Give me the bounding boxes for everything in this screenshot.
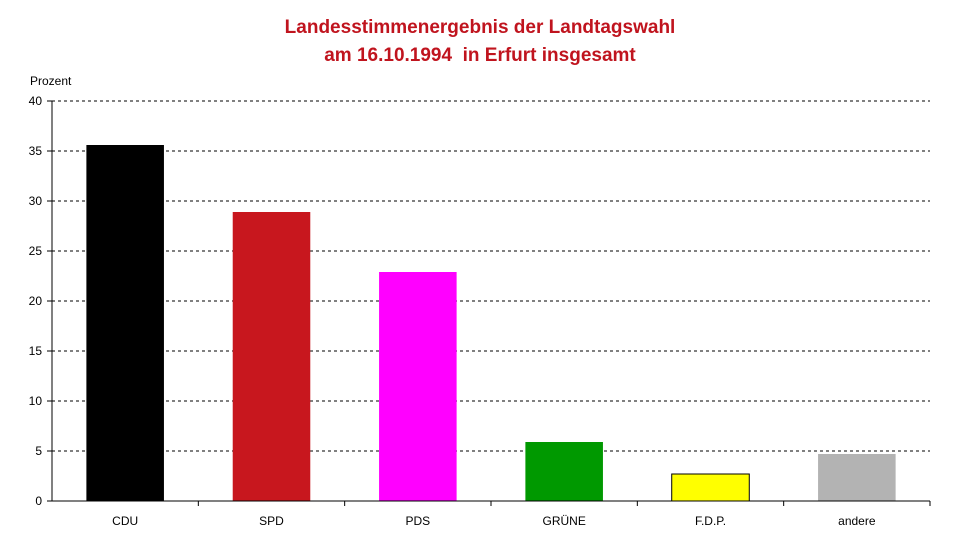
bar-pds bbox=[379, 272, 457, 501]
bar-grüne bbox=[525, 442, 603, 501]
x-tick-label: GRÜNE bbox=[542, 514, 585, 528]
y-tick-label: 40 bbox=[29, 94, 43, 108]
x-tick-label: F.D.P. bbox=[695, 514, 726, 528]
x-tick-label: SPD bbox=[259, 514, 284, 528]
y-tick-label: 10 bbox=[29, 394, 43, 408]
y-tick-label: 0 bbox=[35, 494, 42, 508]
bar-f-d-p- bbox=[671, 473, 750, 502]
x-axis-ticks: CDU SPD PDS GRÜNE F.D.P. andere bbox=[112, 501, 931, 528]
y-axis-label: Prozent bbox=[30, 74, 72, 88]
y-tick-label: 35 bbox=[29, 144, 43, 158]
y-tick-label: 15 bbox=[29, 344, 43, 358]
y-tick-label: 30 bbox=[29, 194, 43, 208]
bar-andere bbox=[818, 454, 896, 501]
bar-cdu bbox=[86, 145, 164, 501]
chart-title-line-2: am 16.10.1994 in Erfurt insgesamt bbox=[324, 45, 636, 66]
y-axis-ticks: 0 5 10 15 20 25 30 35 40 bbox=[29, 94, 52, 508]
x-tick-label: PDS bbox=[405, 514, 430, 528]
bar-spd bbox=[232, 212, 311, 501]
x-tick-label: andere bbox=[838, 514, 876, 528]
bars bbox=[86, 145, 896, 502]
y-tick-label: 20 bbox=[29, 294, 43, 308]
y-tick-label: 5 bbox=[35, 444, 42, 458]
gridlines bbox=[52, 100, 930, 452]
y-tick-label: 25 bbox=[29, 244, 43, 258]
chart-title: Landesstimmenergebnis der Landtagswahl a… bbox=[0, 14, 960, 70]
chart-title-line-1: Landesstimmenergebnis der Landtagswahl bbox=[284, 17, 676, 38]
x-tick-label: CDU bbox=[112, 514, 138, 528]
